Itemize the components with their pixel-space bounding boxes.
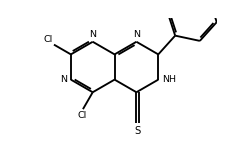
Text: N: N [89, 30, 96, 39]
Text: Cl: Cl [43, 35, 53, 44]
Text: N: N [133, 30, 140, 39]
Text: N: N [61, 75, 68, 84]
Text: Cl: Cl [78, 111, 87, 120]
Text: S: S [134, 126, 140, 136]
Text: NH: NH [162, 75, 176, 84]
